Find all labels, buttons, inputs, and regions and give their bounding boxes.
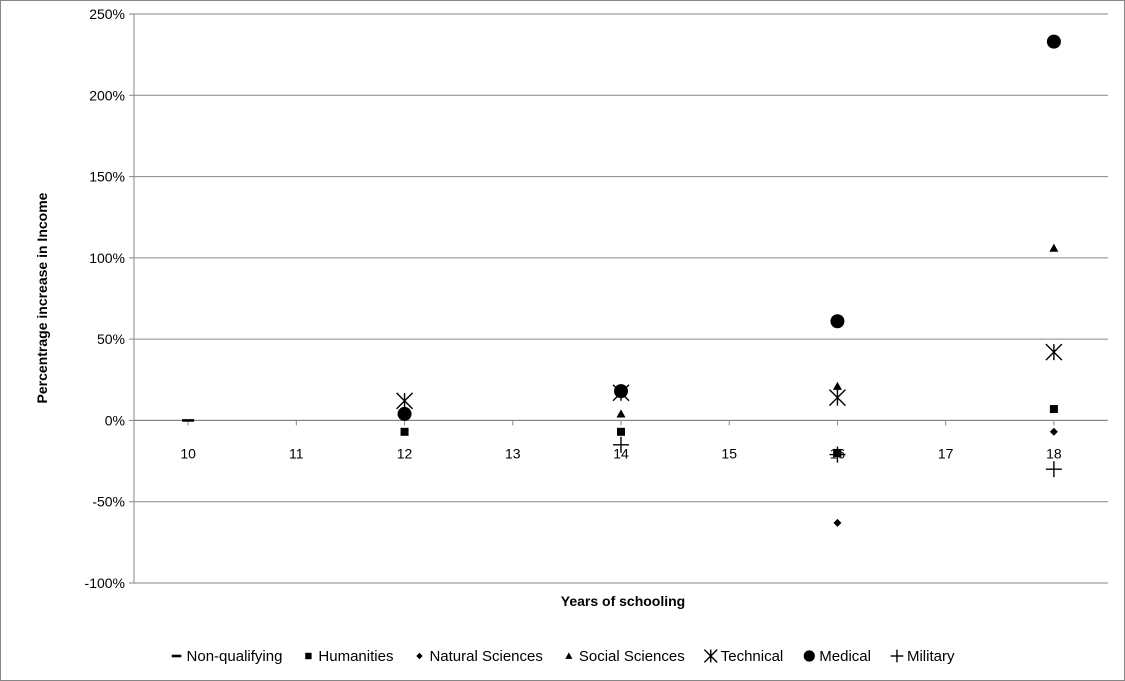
data-point-medical: [614, 384, 628, 399]
legend-marker: [565, 652, 573, 659]
x-tick-label: 12: [397, 445, 413, 461]
x-tick-label: 18: [1046, 445, 1062, 461]
y-axis-title: Percentrage increase in Income: [34, 192, 50, 403]
y-tick-label: -50%: [92, 494, 125, 510]
data-point-natural-sciences: [1049, 427, 1058, 436]
legend-item: Social Sciences: [565, 648, 685, 665]
legend-label: Non-qualifying: [187, 648, 283, 665]
y-tick-label: -100%: [85, 575, 125, 591]
data-point-military: [613, 436, 629, 453]
legend-label: Humanities: [318, 648, 393, 665]
legend-label: Technical: [721, 648, 784, 665]
legend-item: Natural Sciences: [416, 648, 543, 665]
axes: [129, 13, 1108, 584]
data-point-humanities: [1049, 405, 1058, 414]
y-tick-label: 0%: [105, 412, 125, 428]
data-point-technical: [828, 389, 846, 407]
data-point-medical: [397, 406, 412, 421]
x-tick-label: 10: [180, 445, 196, 461]
data-point-social-sciences: [832, 381, 842, 390]
data-point-military: [1045, 461, 1062, 478]
data-point-natural-sciences: [833, 518, 842, 527]
legend-item: Military: [890, 648, 955, 665]
data-point-humanities: [617, 427, 625, 436]
x-tick-label: 14: [613, 445, 629, 461]
data-point-social-sciences: [1049, 243, 1059, 252]
legend-item: Medical: [803, 648, 871, 665]
x-tick-label: 13: [505, 445, 521, 461]
legend-marker: [703, 649, 718, 663]
legend-item: Non-qualifying: [171, 648, 283, 665]
legend-marker: [305, 652, 312, 660]
data-point-technical: [1045, 343, 1063, 361]
x-tick-label: 11: [289, 445, 304, 461]
legend-marker: [890, 649, 904, 663]
legend: Non-qualifying Humanities Natural Sciences…: [171, 648, 955, 665]
x-tick-label: 15: [721, 445, 737, 461]
data-point-technical: [396, 392, 414, 410]
x-axis-title: Years of schooling: [561, 593, 685, 609]
data-point-medical: [1046, 34, 1061, 49]
legend-marker: [416, 652, 423, 660]
legend-marker: [171, 654, 182, 658]
y-tick-label: 200%: [89, 87, 125, 103]
legend-item: Technical: [703, 648, 784, 665]
data-point-medical: [830, 314, 845, 329]
data-point-humanities: [400, 427, 409, 436]
data-point-military: [829, 446, 846, 463]
legend-label: Natural Sciences: [429, 648, 542, 665]
data-point-social-sciences: [616, 409, 626, 418]
y-tick-label: 150%: [89, 169, 125, 185]
y-tick-label: 250%: [89, 6, 125, 22]
legend-marker: [803, 650, 815, 662]
y-tick-label: 50%: [97, 331, 125, 347]
data-point-non-qualifying: [182, 419, 195, 422]
legend-item: Humanities: [305, 648, 393, 665]
data-points: [182, 34, 1063, 527]
y-tick-label: 100%: [89, 250, 125, 266]
x-tick-label: 17: [938, 445, 954, 461]
legend-label: Military: [907, 648, 955, 665]
legend-label: Medical: [819, 648, 871, 665]
legend-label: Social Sciences: [579, 648, 685, 665]
